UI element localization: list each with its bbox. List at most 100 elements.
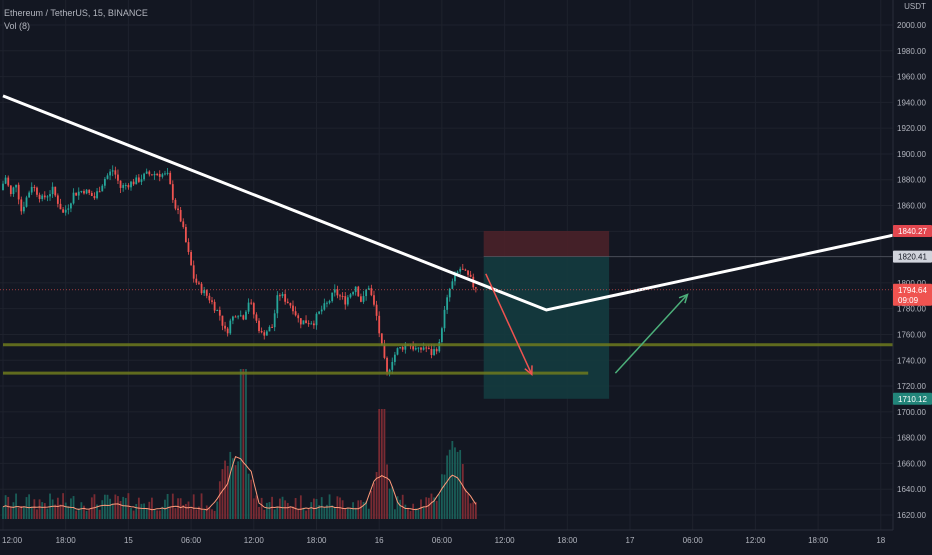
volume-bar: [54, 504, 57, 519]
volume-bar: [474, 502, 477, 519]
volume-bar: [166, 493, 169, 519]
volume-bar: [341, 500, 344, 519]
volume-bar: [179, 498, 182, 519]
candle-body: [164, 173, 166, 175]
candle-body: [88, 189, 91, 193]
candle-body: [49, 194, 51, 197]
volume-bar: [459, 450, 462, 519]
candle-body: [263, 332, 266, 336]
volume-bar: [75, 510, 78, 519]
price-tick-label: 2000.00: [897, 21, 926, 30]
volume-bar: [88, 509, 91, 519]
candle-body: [260, 331, 263, 333]
candle-body: [412, 346, 415, 350]
volume-bar: [229, 451, 232, 519]
volume-bar: [70, 498, 72, 519]
candle-body: [161, 174, 164, 177]
volume-bar: [7, 496, 10, 519]
volume-bar: [213, 510, 216, 519]
candle-body: [422, 347, 425, 350]
volume-bar: [273, 509, 276, 519]
candle-body: [83, 191, 85, 194]
volume-bar: [198, 506, 200, 519]
volume-bar: [292, 506, 294, 519]
candle-body: [448, 288, 451, 298]
volume-bar: [148, 501, 151, 519]
volume-indicator-label[interactable]: Vol (8): [4, 21, 31, 31]
volume-bar: [391, 486, 394, 519]
candle-body: [323, 303, 326, 310]
volume-bar: [386, 464, 388, 519]
volume-bar: [161, 506, 164, 519]
candle-body: [326, 302, 328, 304]
volume-bar: [143, 503, 145, 519]
candle-body: [36, 187, 38, 195]
candle-body: [255, 314, 258, 321]
candle-body: [310, 323, 313, 325]
volume-bar: [326, 504, 328, 519]
candle-body: [399, 347, 401, 349]
volume-bar: [156, 510, 159, 519]
candle-body: [224, 325, 226, 329]
volume-bar: [263, 509, 266, 519]
time-tick-label: 17: [626, 536, 635, 545]
volume-bar: [51, 499, 54, 519]
candle-body: [362, 296, 365, 302]
volume-bar: [43, 503, 46, 519]
candle-body: [184, 227, 187, 243]
candle-body: [103, 178, 106, 186]
volume-bar: [98, 509, 101, 519]
down-arrow: [485, 273, 533, 375]
candle-body: [252, 303, 255, 315]
drawings[interactable]: [0, 94, 894, 376]
candle-body: [41, 195, 44, 200]
volume-bar: [211, 509, 213, 519]
candle-body: [375, 304, 378, 316]
volume-bar: [174, 508, 177, 519]
candle-body: [443, 309, 446, 329]
symbol-title[interactable]: Ethereum / TetherUS, 15, BINANCE: [4, 8, 148, 18]
price-tick-label: 1960.00: [897, 73, 926, 82]
time-axis[interactable]: 12:00 18:00 15 06:00 12:00 18:00 16 06:00 12:00 1…: [0, 529, 893, 545]
volume-bar: [320, 497, 323, 519]
candle-body: [205, 290, 208, 296]
price-axis-bg: [893, 0, 932, 550]
price-tick-label: 1620.00: [897, 511, 926, 520]
volume-bar: [93, 494, 96, 519]
candle-body: [271, 326, 273, 328]
volume-bar: [472, 502, 475, 519]
time-tick-label: 06:00: [181, 536, 202, 545]
candle-body: [166, 172, 169, 174]
volume-bar: [407, 507, 409, 519]
volume-bar: [315, 499, 318, 519]
volume-bar: [135, 503, 138, 519]
volume-bar: [404, 504, 407, 519]
volume-bar: [33, 499, 36, 519]
candle-body: [174, 199, 177, 209]
candle-body: [365, 289, 368, 297]
candle-body: [456, 271, 459, 274]
candle-body: [187, 242, 190, 253]
candle-body: [64, 209, 67, 213]
candle-body: [341, 295, 344, 297]
candle-body: [312, 323, 315, 326]
volume-bar: [218, 481, 221, 519]
take-profit-zone: [483, 256, 610, 399]
volume-bar: [77, 508, 80, 519]
position-tool[interactable]: [483, 230, 893, 399]
candle-body: [90, 192, 93, 197]
candle-body: [109, 171, 112, 176]
candle-body: [315, 313, 318, 326]
volume-bar: [441, 474, 443, 519]
candle-body: [320, 309, 323, 312]
volume-bar: [59, 504, 62, 519]
price-axis[interactable]: 2000.00 1980.00 1960.00 1940.00 1920.00 1900.…: [892, 0, 932, 550]
candle-body: [284, 294, 287, 302]
time-tick-label: 18:00: [56, 536, 77, 545]
candle-body: [360, 296, 362, 302]
volume-bar: [177, 498, 179, 519]
volume-bar: [265, 502, 268, 519]
